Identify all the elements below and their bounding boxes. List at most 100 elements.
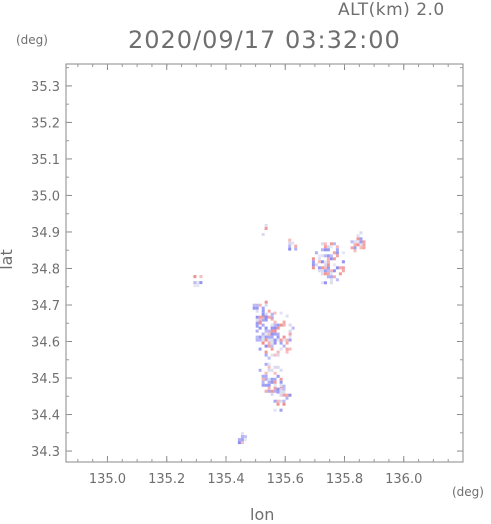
echo-cell xyxy=(255,338,259,342)
echo-cell xyxy=(264,332,268,336)
echo-cell xyxy=(276,326,280,330)
echo-cell xyxy=(267,315,271,319)
echo-cell xyxy=(323,272,327,276)
echo-cell xyxy=(261,306,265,310)
echo-cell xyxy=(338,266,342,270)
echo-cell xyxy=(258,326,262,330)
echo-cell xyxy=(314,251,318,255)
echo-cell xyxy=(240,438,244,442)
echo-cell xyxy=(261,383,265,387)
echo-cell xyxy=(264,374,268,378)
echo-cell xyxy=(335,266,339,270)
echo-cell xyxy=(279,368,283,372)
echo-cell xyxy=(329,242,333,246)
y-unit-label: (deg) xyxy=(16,33,48,47)
echo-cell xyxy=(270,315,274,319)
echo-cell xyxy=(270,341,274,345)
echo-cell xyxy=(273,383,277,387)
echo-cell xyxy=(288,238,292,242)
echo-cell xyxy=(196,281,200,285)
echo-cell xyxy=(282,323,286,327)
echo-cell xyxy=(276,374,280,378)
echo-cell xyxy=(270,368,274,372)
echo-cell xyxy=(323,254,327,258)
echo-cell xyxy=(362,240,366,244)
echo-cell xyxy=(279,393,283,397)
echo-cell xyxy=(279,347,283,351)
echo-cell xyxy=(285,396,289,400)
echo-layer xyxy=(193,224,366,445)
echo-cell xyxy=(255,321,259,325)
echo-cell xyxy=(341,251,345,255)
echo-cell xyxy=(294,247,298,251)
echo-cell xyxy=(276,338,280,342)
echo-cell xyxy=(276,332,280,336)
echo-cell xyxy=(193,284,197,288)
echo-cell xyxy=(323,266,327,270)
echo-cell xyxy=(288,241,292,245)
echo-cell xyxy=(279,341,283,345)
echo-cell xyxy=(267,377,271,381)
y-ticks: 34.3 34.4 34.5 34.6 34.7 34.8 34.9 35.0 35.1 35.2… xyxy=(31,67,463,460)
echo-cell xyxy=(258,303,262,307)
echo-cell xyxy=(270,338,274,342)
echo-cell xyxy=(261,332,265,336)
echo-cell xyxy=(288,347,292,351)
echo-cell xyxy=(261,341,265,345)
echo-cell xyxy=(273,365,277,369)
echo-cell xyxy=(270,380,274,384)
echo-cell xyxy=(261,318,265,322)
echo-cell xyxy=(359,243,363,247)
echo-cell xyxy=(267,338,271,342)
echo-cell xyxy=(279,377,283,381)
echo-cell xyxy=(264,377,268,381)
echo-cell xyxy=(329,257,333,261)
echo-cell xyxy=(267,344,271,348)
echo-cell xyxy=(255,324,259,328)
echo-cell xyxy=(288,335,292,339)
echo-cell xyxy=(267,389,271,393)
echo-cell xyxy=(311,266,315,270)
echo-cell xyxy=(264,344,268,348)
echo-cell xyxy=(261,315,265,319)
echo-cell xyxy=(270,344,274,348)
echo-cell xyxy=(335,251,339,255)
echo-cell xyxy=(332,269,336,273)
echo-cell xyxy=(273,332,277,336)
echo-cell xyxy=(326,269,330,273)
echo-cell xyxy=(359,237,363,241)
echo-cell xyxy=(276,335,280,339)
echo-cell xyxy=(261,233,265,236)
echo-cell xyxy=(267,386,271,390)
echo-cell xyxy=(270,312,274,316)
echo-cell xyxy=(326,263,330,267)
echo-cell xyxy=(329,269,333,273)
echo-cell xyxy=(267,341,271,345)
echo-cell xyxy=(261,380,265,384)
echo-cell xyxy=(264,389,268,393)
echo-cell xyxy=(261,323,265,327)
echo-cell xyxy=(285,314,289,318)
echo-cell xyxy=(341,260,345,264)
echo-cell xyxy=(323,281,327,285)
echo-cell xyxy=(255,335,259,339)
echo-cell xyxy=(276,402,280,406)
x-tick-label: 135.8 xyxy=(326,472,363,487)
echo-cell xyxy=(314,263,318,267)
echo-cell xyxy=(320,266,324,270)
echo-cell xyxy=(270,389,274,393)
echo-cell xyxy=(267,380,271,384)
echo-cell xyxy=(261,312,265,316)
echo-cell xyxy=(261,335,265,339)
y-tick-label: 35.3 xyxy=(31,80,60,95)
y-tick-label: 35.2 xyxy=(31,116,60,131)
echo-cell xyxy=(264,335,268,339)
echo-cell xyxy=(267,309,271,313)
y-tick-label: 34.7 xyxy=(31,299,60,314)
echo-cell xyxy=(261,377,265,381)
echo-cell xyxy=(326,248,330,252)
echo-cell xyxy=(326,254,330,258)
echo-cell xyxy=(362,246,366,250)
echo-cell xyxy=(320,242,324,246)
echo-cell xyxy=(288,323,292,327)
